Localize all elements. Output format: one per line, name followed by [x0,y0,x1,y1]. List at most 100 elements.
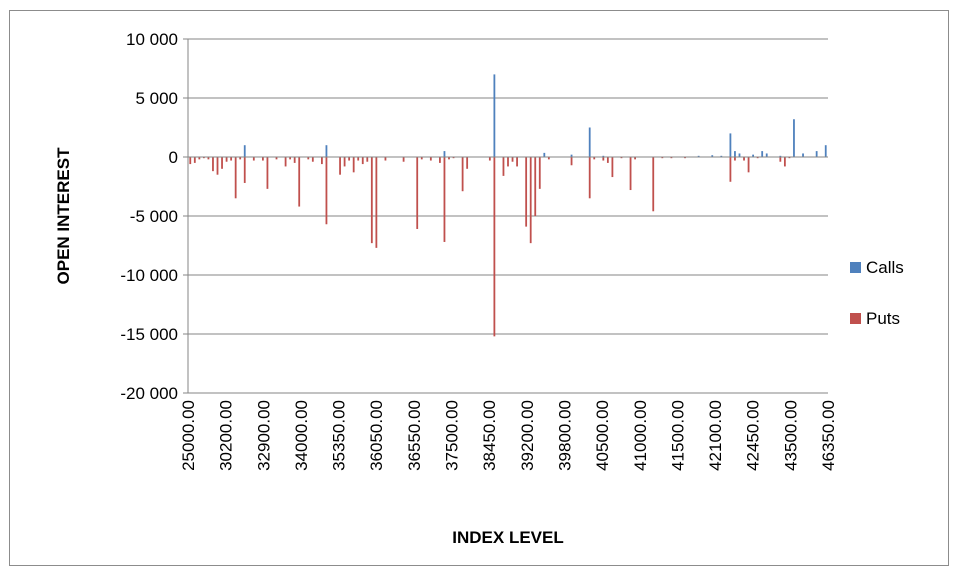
puts-legend-swatch [850,313,861,324]
y-tick-label: 0 [169,148,178,167]
puts-bar [511,157,514,162]
x-tick-label: 30200.00 [217,400,236,471]
y-tick-label: -5 000 [130,207,178,226]
calls-bar [802,153,804,157]
puts-bar [339,157,341,175]
puts-bar [729,157,732,182]
calls-bar [325,145,328,157]
puts-bar [375,157,378,248]
puts-bar [416,157,419,229]
bars [189,74,827,337]
puts-bar [243,157,246,183]
calls-bar [720,155,723,157]
puts-bar [534,157,537,216]
puts-bar [743,157,745,161]
puts-bar [189,157,192,165]
x-tick-label: 34000.00 [292,400,311,471]
chart-frame [9,10,949,566]
x-tick-label: 39800.00 [555,400,574,471]
calls-legend-swatch [850,262,861,273]
puts-bar [529,157,532,244]
calls-bar [697,155,700,157]
puts-bar [538,157,541,189]
puts-bar [443,157,446,242]
puts-bar [629,157,632,191]
y-tick-label: -10 000 [120,266,178,285]
calls-bar [493,74,496,157]
puts-bar [661,157,664,159]
calls-bar [570,154,573,157]
puts-bar [366,157,369,162]
x-tick-label: 40500.00 [593,400,612,471]
calls-bar [765,153,768,157]
x-tick-label: 35350.00 [330,400,349,471]
puts-bar [357,157,360,161]
y-tick-labels: 10 000 5 000 0 -5 000 -10 000 -15 000 -20 000 [120,30,178,403]
puts-bar [207,157,210,160]
puts-bar [230,157,233,161]
y-tick-label: 5 000 [135,89,178,108]
puts-bar [261,157,264,161]
calls-bar [243,145,246,157]
x-tick-label: 43500.00 [781,400,800,471]
calls-bar [779,155,782,157]
puts-bar [620,157,623,159]
y-axis-title: OPEN INTEREST [54,147,73,285]
calls-bar [752,154,755,157]
puts-bar [525,157,528,227]
calls-bar [738,153,741,157]
puts-bar [684,157,686,159]
puts-bar [239,157,242,160]
puts-bar [747,157,750,173]
puts-bar [611,157,614,178]
legend: Calls Puts [850,258,904,328]
puts-bar [325,157,328,225]
x-tick-label: 37500.00 [443,400,462,471]
puts-bar [634,157,636,160]
puts-bar [343,157,346,167]
calls-bar [443,151,446,157]
x-tick-label: 42100.00 [706,400,725,471]
puts-bar [293,157,296,163]
puts-bar [275,157,278,160]
puts-bar [348,157,351,161]
puts-bar [284,157,287,167]
x-axis-title: INDEX LEVEL [452,528,563,547]
x-tick-label: 41000.00 [631,400,650,471]
puts-bar [429,157,432,161]
puts-bar [516,157,518,167]
axes [183,38,828,394]
puts-bar [602,157,605,161]
puts-bar [502,157,505,176]
puts-bar [198,157,201,160]
puts-bar [352,157,355,173]
calls-bar [543,152,546,157]
puts-bar [266,157,269,189]
gridlines [188,38,828,394]
puts-bar [461,157,464,192]
puts-bar [289,157,292,160]
puts-bar [370,157,373,244]
puts-bar [193,157,196,163]
calls-bar [729,133,732,157]
x-tick-label: 38450.00 [480,400,499,471]
calls-bar [602,155,605,157]
puts-bar [493,157,496,337]
x-tick-label: 32900.00 [254,400,273,471]
calls-legend-label: Calls [866,258,904,277]
puts-bar [420,157,423,160]
x-tick-labels: 25000.00 30200.00 32900.00 34000.00 35350.00… [179,400,838,471]
puts-bar [734,157,736,161]
puts-bar [225,157,228,162]
x-tick-label: 36050.00 [367,400,386,471]
puts-bar [448,157,450,160]
x-tick-label: 41500.00 [668,400,687,471]
x-tick-label: 42450.00 [744,400,763,471]
y-tick-label: -20 000 [120,384,178,403]
puts-bar [652,157,655,212]
puts-bar [221,157,223,169]
puts-bar [593,157,596,160]
x-tick-label: 25000.00 [179,400,198,471]
puts-bar [670,157,673,159]
